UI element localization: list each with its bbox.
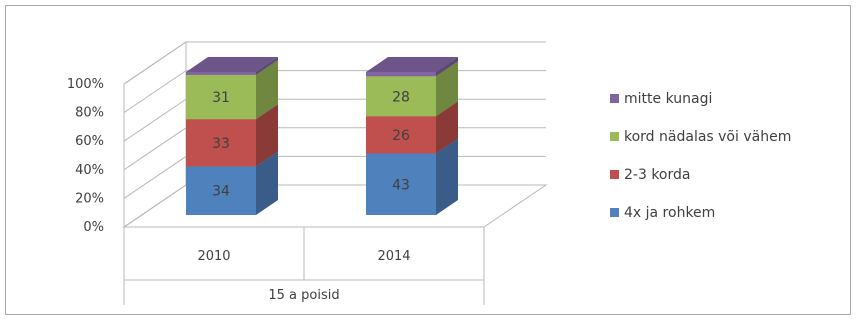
bar-front bbox=[366, 116, 436, 154]
bar-front bbox=[186, 166, 256, 215]
legend-item: 2-3 korda bbox=[610, 167, 690, 183]
legend-label: mitte kunagi bbox=[624, 91, 712, 107]
legend: mitte kunagi kord nädalas või vähem 2-3 ko… bbox=[610, 91, 791, 221]
data-label: 43 bbox=[392, 177, 410, 193]
legend-label: 4x ja rohkem bbox=[624, 205, 715, 221]
legend-swatch bbox=[610, 208, 619, 217]
legend-label: 2-3 korda bbox=[624, 167, 690, 183]
y-axis-ticks: 0% 20% 40% 60% 80% 100% bbox=[67, 77, 104, 235]
bar-side bbox=[256, 57, 278, 75]
data-label: 33 bbox=[212, 136, 230, 152]
bar-side bbox=[436, 101, 458, 154]
bar-segment bbox=[366, 57, 458, 77]
legend-item: mitte kunagi bbox=[610, 91, 712, 107]
bar-front bbox=[366, 72, 436, 77]
bar-side bbox=[436, 138, 458, 215]
y-tick-label: 80% bbox=[75, 106, 104, 121]
bar-side bbox=[256, 59, 278, 120]
bar-front bbox=[366, 76, 436, 117]
data-label: 31 bbox=[212, 90, 230, 106]
bar-front bbox=[366, 153, 436, 215]
bar-front bbox=[186, 74, 256, 120]
bar-side bbox=[436, 57, 458, 77]
legend-item: 4x ja rohkem bbox=[610, 205, 715, 221]
bar-side bbox=[436, 61, 458, 117]
bar-top bbox=[366, 57, 458, 72]
data-label: 28 bbox=[392, 89, 410, 105]
y-tick-label: 20% bbox=[75, 191, 104, 206]
x-group-label: 15 a poisid bbox=[268, 288, 339, 303]
bar-side bbox=[256, 151, 278, 215]
y-tick-label: 40% bbox=[75, 163, 104, 178]
legend-swatch bbox=[610, 94, 619, 103]
x-tick-label: 2014 bbox=[377, 249, 410, 264]
bar-front bbox=[186, 119, 256, 167]
bars: 34 33 31 43 26 28 bbox=[186, 57, 458, 215]
y-tick-label: 0% bbox=[83, 220, 104, 235]
bar-side bbox=[256, 104, 278, 167]
legend-swatch bbox=[610, 170, 619, 179]
data-label: 34 bbox=[212, 184, 230, 200]
data-label: 26 bbox=[392, 128, 410, 144]
legend-item: kord nädalas või vähem bbox=[610, 129, 791, 145]
x-tick-label: 2010 bbox=[197, 249, 230, 264]
y-tick-label: 100% bbox=[67, 77, 104, 92]
legend-swatch bbox=[610, 132, 619, 141]
gridline bbox=[123, 41, 546, 85]
x-axis: 2010 2014 15 a poisid bbox=[123, 227, 485, 305]
legend-label: kord nädalas või vähem bbox=[624, 129, 791, 145]
bar-top bbox=[186, 57, 278, 72]
y-tick-label: 60% bbox=[75, 134, 104, 149]
bar-segment bbox=[186, 57, 278, 75]
bar-front bbox=[186, 72, 256, 75]
